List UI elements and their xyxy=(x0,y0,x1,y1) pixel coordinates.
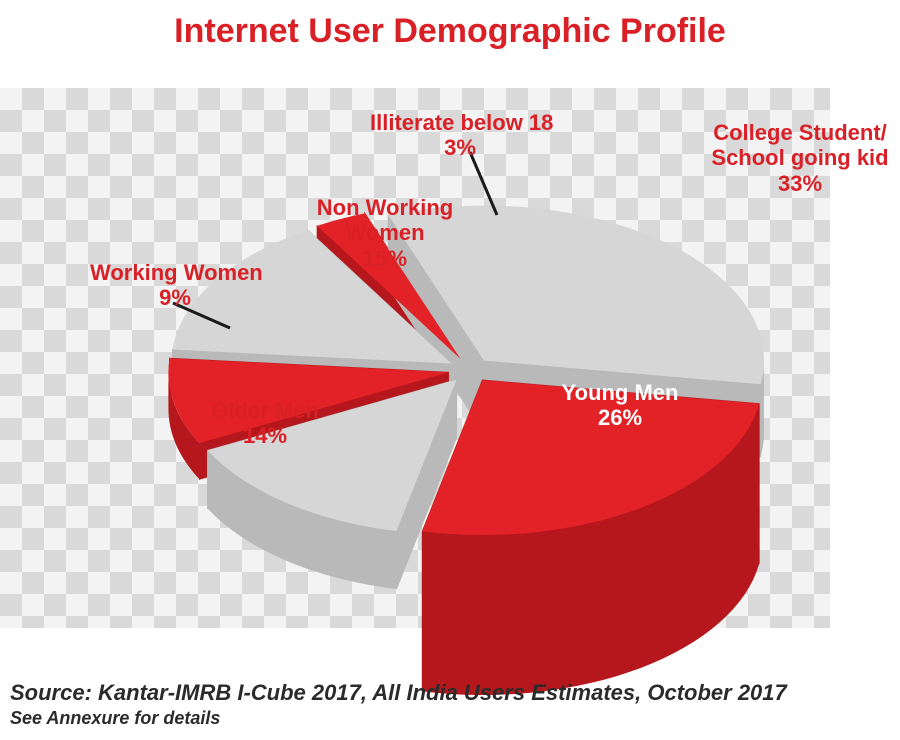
chart-title: Internet User Demographic Profile xyxy=(0,12,900,51)
slice-label: Working Women 9% xyxy=(90,260,260,311)
slice-label: Young Men 26% xyxy=(530,380,710,431)
source-line-1: Source: Kantar-IMRB I-Cube 2017, All Ind… xyxy=(10,680,890,705)
slice-label: Illiterate below 18 3% xyxy=(370,110,550,161)
chart-container: College Student/ School going kid 33% You… xyxy=(0,0,900,740)
source-line-2: See Annexure for details xyxy=(10,708,890,729)
slice-label: College Student/ School going kid 33% xyxy=(700,120,900,196)
slice-label: Non Working Women 15% xyxy=(310,195,460,271)
leader-line xyxy=(470,152,497,215)
slice-label: Older Men 14% xyxy=(195,398,335,449)
